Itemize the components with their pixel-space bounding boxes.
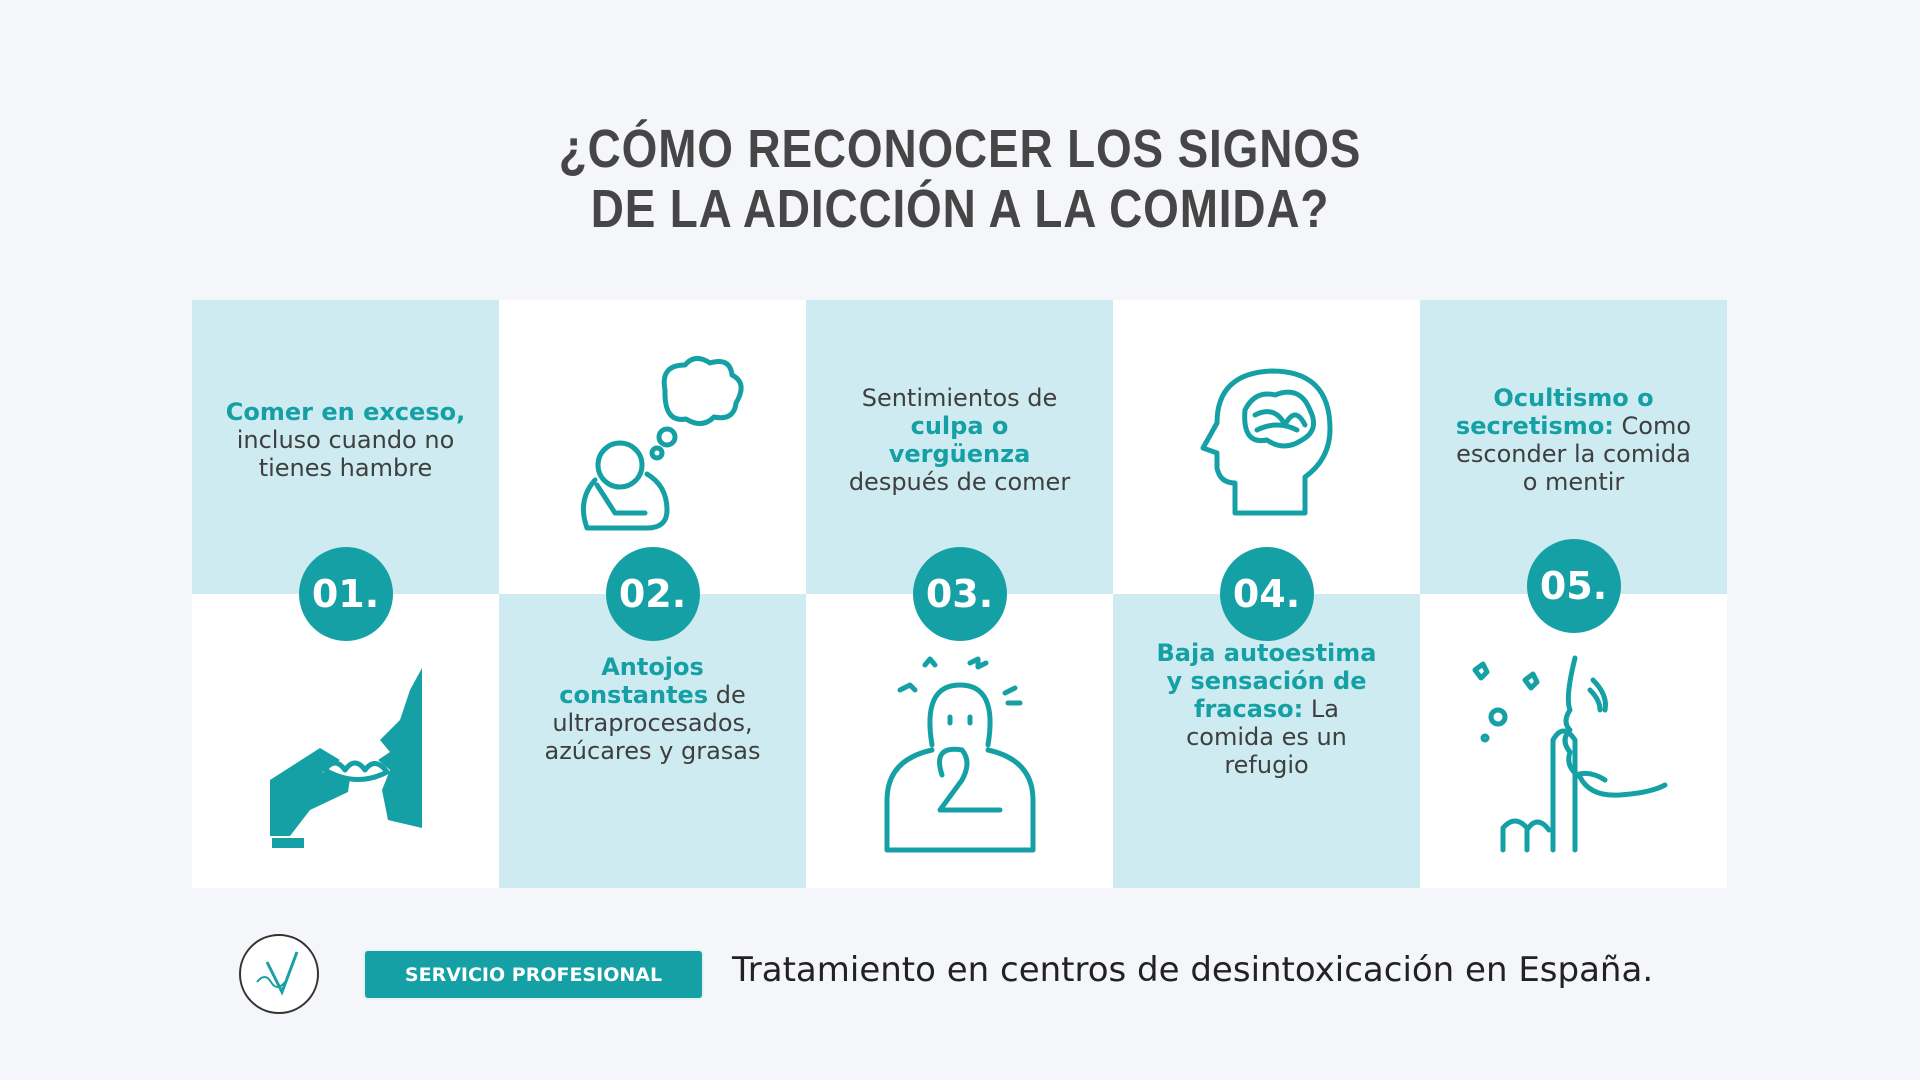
item-text-body: Baja autoestima y sensación de fracaso: … (1147, 639, 1387, 779)
item-text-body: Comer en exceso, incluso cuando no tiene… (226, 398, 466, 482)
highlight: Baja autoestima y sensación de fracaso: (1156, 639, 1377, 723)
footer-text: Tratamiento en centros de desintoxicació… (732, 950, 1654, 990)
icon-thinking (580, 356, 744, 531)
item-text: Comer en exceso, incluso cuando no tiene… (226, 375, 466, 505)
cell (192, 300, 499, 594)
number-badge: 02. (605, 547, 700, 641)
item-text: Ocultismo o secretismo: Como esconder la… (1454, 375, 1694, 505)
cell (499, 594, 806, 888)
item-text-body: Ocultismo o secretismo: Como esconder la… (1454, 384, 1694, 496)
item-text: Baja autoestima y sensación de fracaso: … (1147, 639, 1387, 779)
text: incluso cuando no tienes hambre (236, 426, 455, 482)
highlight: Ocultismo o secretismo: (1455, 384, 1654, 440)
cell (806, 594, 1113, 888)
text: La comida es un refugio (1186, 695, 1347, 779)
cell (192, 594, 499, 888)
highlight: Comer en exceso, (225, 398, 466, 426)
title-line: ¿CÓMO RECONOCER LOS SIGNOS (558, 119, 1362, 179)
text: después de comer (848, 468, 1071, 496)
highlight: Antojos constantes (559, 653, 709, 709)
cell (806, 300, 1113, 594)
item-text-body: Antojos constantes de ultraprocesados, a… (533, 653, 773, 765)
text: de ultraprocesados, azúcares y grasas (544, 681, 761, 765)
number-badge: 04. (1219, 547, 1314, 641)
service-badge: SERVICIO PROFESIONAL (365, 951, 702, 998)
number-badge: 05. (1526, 539, 1621, 633)
cell (1113, 300, 1420, 594)
icon-brain (1200, 368, 1333, 516)
logo (239, 934, 319, 1014)
text: Como esconder la comida o mentir (1456, 412, 1692, 496)
title-line: DE LA ADICCIÓN A LA COMIDA? (590, 179, 1330, 239)
item-text: Antojos constantes de ultraprocesados, a… (533, 644, 773, 774)
item-text: Sentimientos de culpa o vergüenza despué… (840, 375, 1080, 505)
icon-eating (270, 668, 422, 848)
highlight: culpa o vergüenza (888, 412, 1031, 468)
cell (1113, 594, 1420, 888)
item-text-body: Sentimientos de culpa o vergüenza despué… (840, 384, 1080, 496)
text: Sentimientos de (861, 384, 1058, 412)
number-badge: 03. (912, 547, 1007, 641)
icon-secret (1472, 655, 1668, 853)
number-badge: 01. (298, 547, 393, 641)
icon-stress (884, 656, 1036, 853)
